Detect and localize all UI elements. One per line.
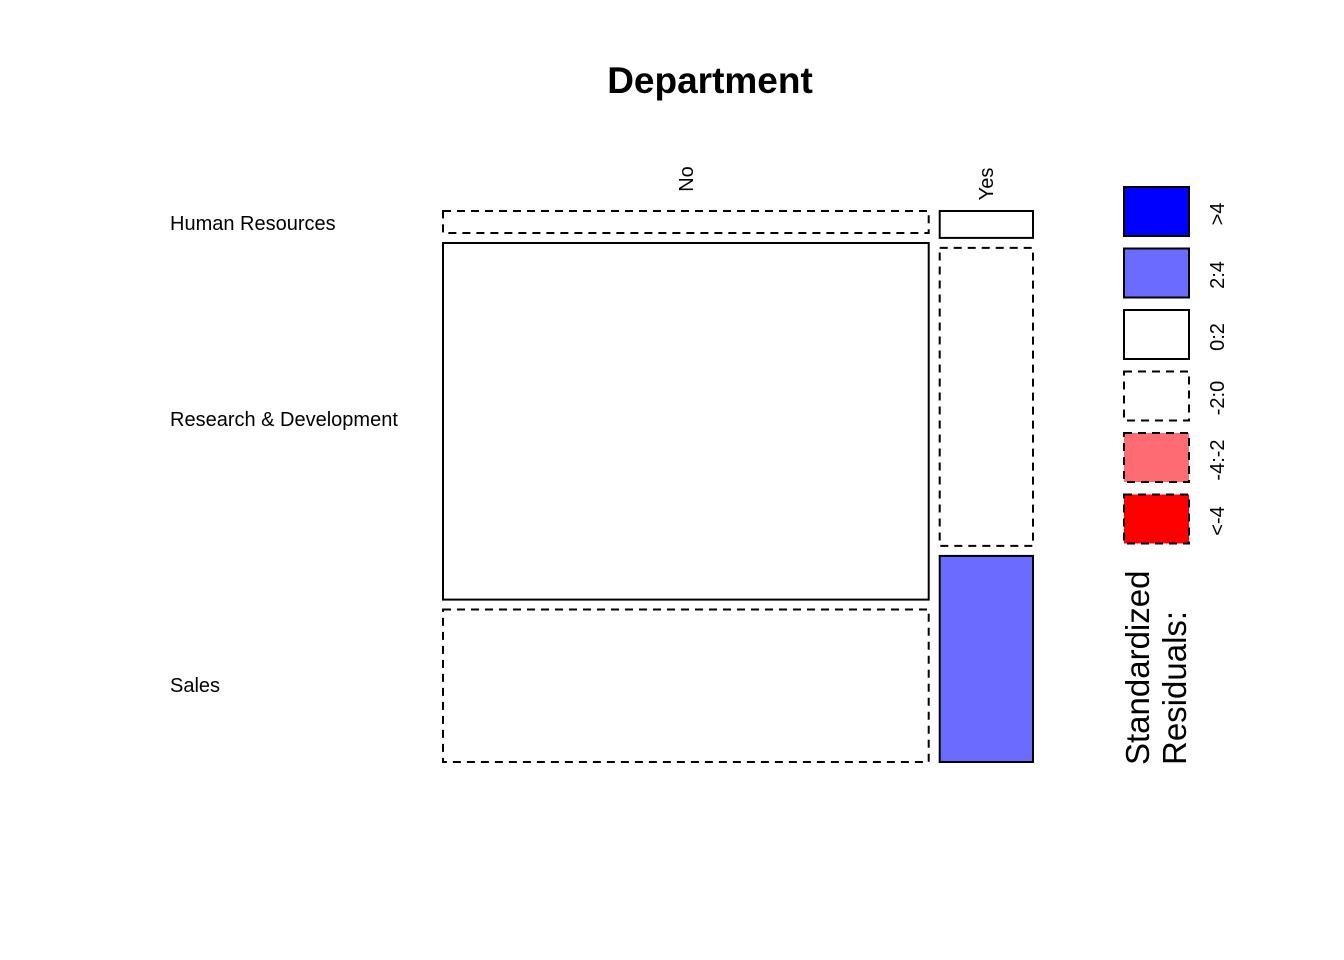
legend-title-line2: Residuals: <box>1156 611 1193 765</box>
legend <box>1123 186 1190 545</box>
legend-swatch-5 <box>1123 493 1190 545</box>
legend-label-2-4: 2:4 <box>1207 261 1229 289</box>
chart-title: Department <box>607 60 813 101</box>
tile-human-resources-no <box>442 210 930 234</box>
column-label-no: No <box>676 166 698 192</box>
tile-research-development-no <box>442 242 930 601</box>
tile-sales-no <box>442 608 930 763</box>
legend-swatch-4 <box>1123 432 1190 483</box>
tile-sales-yes <box>938 554 1035 764</box>
legend-title-line1: Standardized <box>1119 571 1156 765</box>
legend-swatch-3 <box>1123 370 1190 422</box>
legend-swatch-2 <box>1123 309 1190 360</box>
row-label-sales: Sales <box>170 675 220 697</box>
column-label-yes: Yes <box>976 168 998 201</box>
mosaic-tiles <box>442 210 1035 764</box>
legend-swatch-0 <box>1123 186 1190 237</box>
tile-human-resources-yes <box>938 210 1035 239</box>
legend-swatch-1 <box>1123 247 1190 299</box>
legend-label-gt4: >4 <box>1207 203 1229 226</box>
row-label-research-development: Research & Development <box>170 409 398 431</box>
legend-label-0-2: 0:2 <box>1207 323 1229 351</box>
legend-label-lt-neg4: <-4 <box>1207 506 1229 535</box>
row-label-human-resources: Human Resources <box>170 213 336 235</box>
tile-research-development-yes <box>938 246 1035 547</box>
legend-label-neg2-0: -2:0 <box>1207 381 1229 415</box>
legend-label-neg4-neg2: -4:-2 <box>1207 439 1229 480</box>
